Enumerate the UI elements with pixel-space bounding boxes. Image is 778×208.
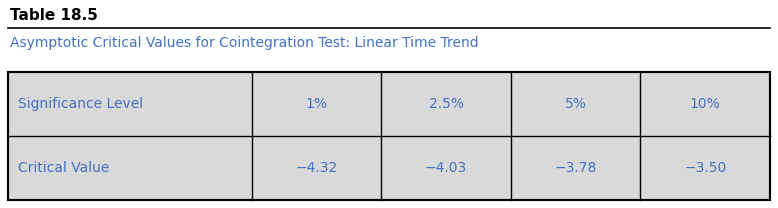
Text: 1%: 1% [306, 97, 328, 111]
Text: Asymptotic Critical Values for Cointegration Test: Linear Time Trend: Asymptotic Critical Values for Cointegra… [10, 36, 478, 50]
Text: −3.50: −3.50 [684, 161, 727, 175]
Text: −3.78: −3.78 [555, 161, 597, 175]
Text: Significance Level: Significance Level [18, 97, 143, 111]
Text: −4.32: −4.32 [296, 161, 338, 175]
Bar [8, 72, 770, 200]
Text: 10%: 10% [690, 97, 720, 111]
Text: Critical Value: Critical Value [18, 161, 110, 175]
Text: 2.5%: 2.5% [429, 97, 464, 111]
Text: 5%: 5% [565, 97, 587, 111]
Bar [8, 72, 770, 200]
Text: −4.03: −4.03 [425, 161, 468, 175]
Text: Table 18.5: Table 18.5 [10, 8, 98, 23]
